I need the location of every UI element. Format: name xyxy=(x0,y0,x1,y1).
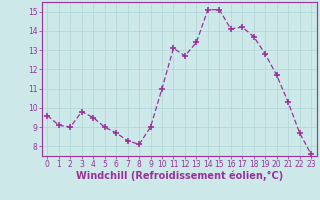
X-axis label: Windchill (Refroidissement éolien,°C): Windchill (Refroidissement éolien,°C) xyxy=(76,171,283,181)
